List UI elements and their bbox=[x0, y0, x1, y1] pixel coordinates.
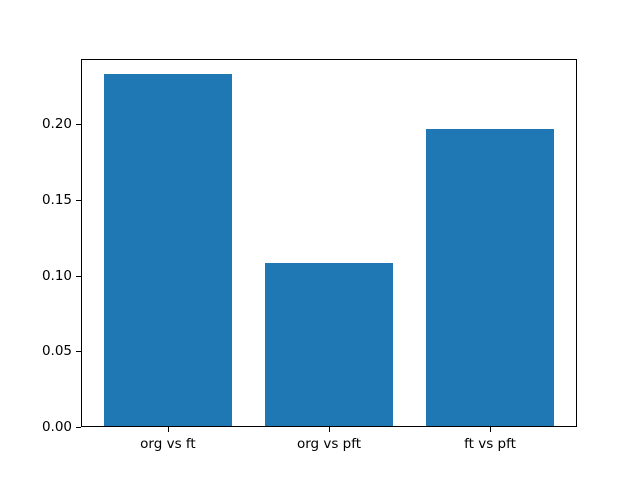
x-axis-tick-label-org-vs-pft: org vs pft bbox=[296, 436, 362, 452]
x-axis-tick-mark bbox=[490, 427, 492, 432]
y-axis-tick-mark bbox=[76, 351, 81, 353]
x-axis-tick-label-org-vs-ft: org vs ft bbox=[140, 436, 196, 452]
y-axis-tick-label: 0.15 bbox=[41, 191, 72, 208]
y-axis-tick-label: 0.05 bbox=[41, 343, 72, 360]
x-axis-tick-mark bbox=[329, 427, 330, 432]
x-axis-tick-mark bbox=[167, 427, 169, 432]
bar-org-vs-pft bbox=[264, 263, 394, 426]
y-axis-tick-label: 0.20 bbox=[41, 116, 72, 133]
bar-org-vs-ft bbox=[103, 74, 233, 426]
y-axis-tick-mark bbox=[76, 427, 81, 428]
y-axis-tick-label: 0.10 bbox=[41, 267, 72, 284]
y-axis-tick-mark bbox=[76, 124, 81, 126]
y-axis-tick-mark bbox=[76, 275, 81, 277]
x-axis-tick-label-ft-vs-pft: ft vs pft bbox=[464, 436, 516, 452]
plot-area bbox=[81, 59, 577, 427]
bar-ft-vs-pft bbox=[425, 128, 555, 426]
y-axis-tick-mark bbox=[76, 199, 81, 201]
y-axis-tick-label: 0.00 bbox=[41, 419, 72, 435]
